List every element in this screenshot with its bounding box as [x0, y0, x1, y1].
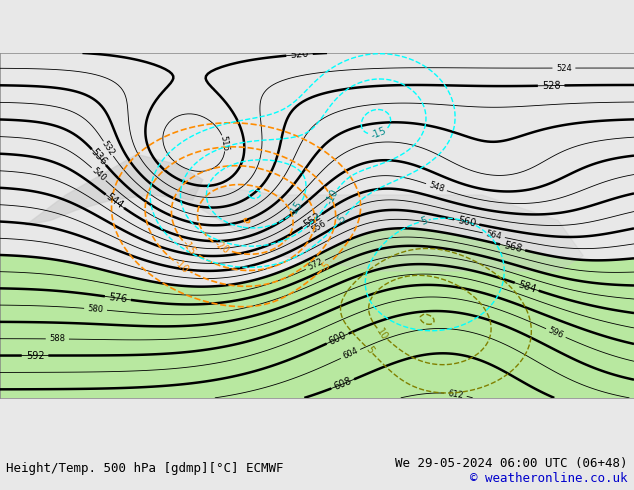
Text: 592: 592 [26, 350, 44, 361]
Text: 604: 604 [341, 346, 359, 361]
Text: 572: 572 [306, 257, 325, 272]
Polygon shape [178, 185, 583, 271]
Text: -5: -5 [335, 213, 348, 226]
Text: 564: 564 [485, 229, 503, 241]
Text: -10: -10 [325, 187, 340, 206]
Text: 516: 516 [219, 135, 230, 152]
Text: 568: 568 [503, 241, 523, 254]
Text: -15: -15 [288, 200, 305, 219]
Text: 588: 588 [49, 334, 65, 343]
Text: 576: 576 [108, 292, 128, 304]
Text: 528: 528 [542, 80, 560, 91]
Text: 532: 532 [100, 140, 117, 158]
Text: 536: 536 [89, 147, 109, 168]
Text: 600: 600 [327, 330, 348, 347]
Text: 552: 552 [302, 211, 323, 230]
Text: 596: 596 [547, 326, 565, 341]
Text: -5: -5 [320, 259, 333, 273]
Text: © weatheronline.co.uk: © weatheronline.co.uk [470, 472, 628, 485]
Text: 548: 548 [427, 180, 446, 194]
Text: -15: -15 [370, 125, 389, 141]
Text: 560: 560 [456, 215, 477, 229]
Text: 584: 584 [516, 279, 537, 294]
Text: -10: -10 [172, 257, 191, 275]
Text: 5: 5 [364, 345, 375, 356]
Polygon shape [25, 154, 203, 225]
Text: 520: 520 [290, 49, 309, 60]
Text: 544: 544 [104, 192, 125, 211]
Text: Height/Temp. 500 hPa [gdmp][°C] ECMWF: Height/Temp. 500 hPa [gdmp][°C] ECMWF [6, 462, 284, 475]
Text: 524: 524 [556, 64, 572, 73]
Text: 10: 10 [375, 326, 390, 342]
Text: -20: -20 [212, 239, 231, 256]
Text: 612: 612 [447, 389, 464, 400]
Text: 540: 540 [90, 166, 108, 183]
Text: 580: 580 [87, 304, 104, 315]
Text: -15: -15 [180, 238, 198, 257]
Text: We 29-05-2024 06:00 UTC (06+48): We 29-05-2024 06:00 UTC (06+48) [395, 457, 628, 470]
Text: 608: 608 [332, 376, 353, 392]
Text: 556: 556 [309, 219, 328, 235]
Text: 5: 5 [419, 215, 429, 227]
